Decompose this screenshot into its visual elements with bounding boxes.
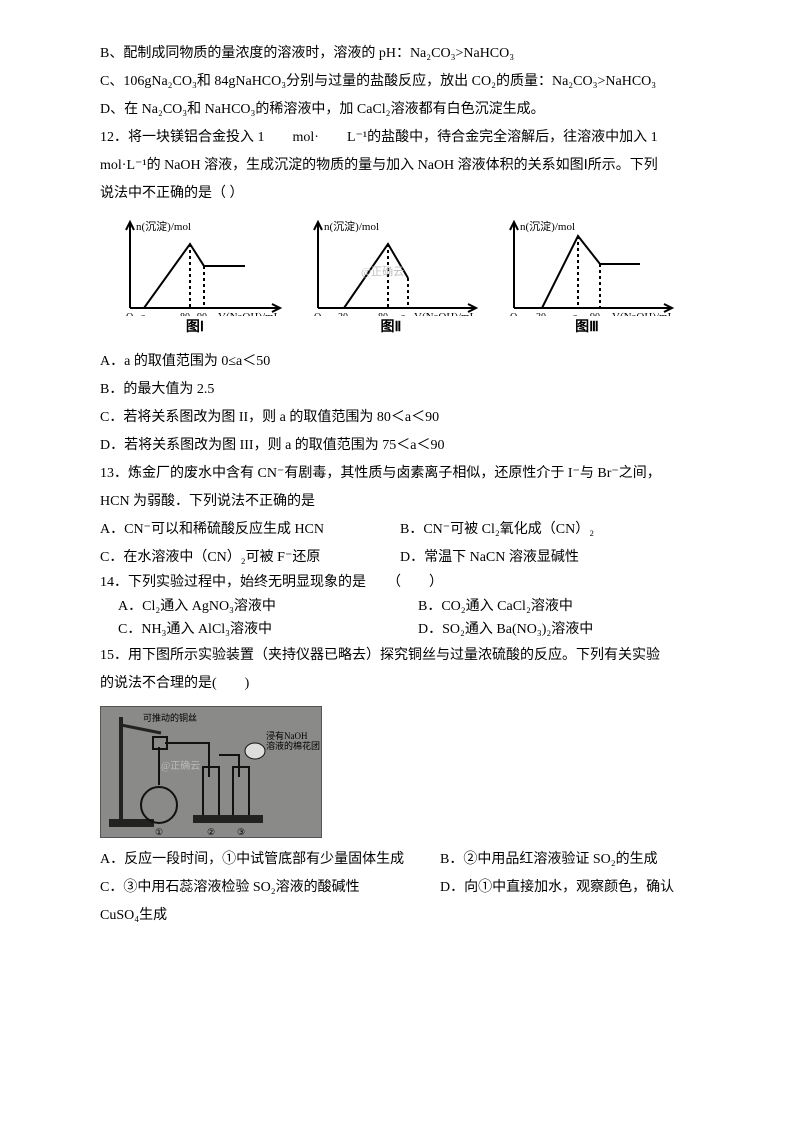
q15-options-cd: C．③中用石蕊溶液检验 SO₂溶液的酸碱性 D．向①中直接加水，观察颜色，确认 xyxy=(100,874,710,902)
chart1-ylabel: n(沉淀)/mol xyxy=(136,219,191,233)
svg-text:③: ③ xyxy=(237,827,245,837)
svg-text:①: ① xyxy=(155,827,163,837)
exam-page: B、配制成同物质的量浓度的溶液时，溶液的 pH：Na₂CO₃>NaHCO₃ C、… xyxy=(0,0,800,970)
chart3-origin: O xyxy=(510,312,517,316)
q12-stem-2: mol·L⁻¹的 NaOH 溶液，生成沉淀的物质的量与加入 NaOH 溶液体积的… xyxy=(100,152,710,180)
chart1-origin: O xyxy=(126,312,133,316)
q15-option-d: D．向①中直接加水，观察颜色，确认 xyxy=(440,874,674,902)
q12-option-b: B．的最大值为 2.5 xyxy=(100,376,710,404)
experiment-apparatus-image: 可推动的铜丝 浸有NaOH 溶液的棉花团 @正确云 ① ② ③ xyxy=(100,706,322,838)
chart2-xlabel: V(NaOH)/mL xyxy=(414,311,477,316)
q13-stem-2: HCN 为弱酸．下列说法不正确的是 xyxy=(100,488,710,516)
img-label-top: 可推动的铜丝 xyxy=(143,712,197,723)
q14-options-cd: C．NH₃通入 AlCl₃溶液中 D．SO₂通入 Ba(NO₃)₂溶液中 xyxy=(118,619,710,640)
chart1-caption: 图Ⅰ xyxy=(100,314,290,342)
q12-stem-1: 12．将一块镁铝合金投入 1 mol· L⁻¹的盐酸中，待合金完全溶解后，往溶液… xyxy=(100,124,710,152)
q14-option-d: D．SO₂通入 Ba(NO₃)₂溶液中 xyxy=(418,619,593,640)
q14-stem: 14．下列实验过程中，始终无明显现象的是 （ ） xyxy=(100,572,710,594)
q13-option-c: C．在水溶液中（CN）₂可被 F⁻还原 xyxy=(100,544,400,572)
chart-2: n(沉淀)/mol O 30 80 a V(NaOH)/mL @正确云 图Ⅱ xyxy=(296,216,486,342)
q13-option-b: B．CN⁻可被 Cl₂氧化成（CN）₂ xyxy=(400,516,594,544)
q15-option-c: C．③中用石蕊溶液检验 SO₂溶液的酸碱性 xyxy=(100,874,440,902)
chart1-xlabel: V(NaOH)/mL xyxy=(218,311,281,316)
q12-option-a: A．a 的取值范围为 0≤a＜50 xyxy=(100,348,710,376)
chart3-caption: 图Ⅲ xyxy=(492,314,682,342)
q13-options-ab: A．CN⁻可以和稀硫酸反应生成 HCN B．CN⁻可被 Cl₂氧化成（CN）₂ xyxy=(100,516,710,544)
chart2-tick-80: 80 xyxy=(378,312,388,316)
chart3-tick-90: 90 xyxy=(590,312,600,316)
chart3-ylabel: n(沉淀)/mol xyxy=(520,219,575,233)
q14-option-c: C．NH₃通入 AlCl₃溶液中 xyxy=(118,619,418,640)
q14-options-ab: A．Cl₂通入 AgNO₃溶液中 B．CO₂通入 CaCl₂溶液中 xyxy=(118,596,710,617)
chart1-tick-90: 90 xyxy=(197,312,207,316)
q15-options-ab: A．反应一段时间，①中试管底部有少量固体生成 B．②中用品红溶液验证 SO₂的生… xyxy=(100,846,710,874)
chart3-tick-a: a xyxy=(572,312,577,316)
watermark-icon: @正确云 xyxy=(361,261,404,283)
img-watermark: @正确云 xyxy=(161,759,200,772)
q11-option-c: C、106gNa₂CO₃和 84gNaHCO₃分别与过量的盐酸反应，放出 CO₂… xyxy=(100,68,710,96)
q15-option-a: A．反应一段时间，①中试管底部有少量固体生成 xyxy=(100,846,440,874)
q12-stem-3: 说法中不正确的是（ ） xyxy=(100,180,710,208)
q11-option-d: D、在 Na₂CO₃和 NaHCO₃的稀溶液中，加 CaCl₂溶液都有白色沉淀生… xyxy=(100,96,710,124)
q15-option-b: B．②中用品红溶液验证 SO₂的生成 xyxy=(440,846,658,874)
q14-option-a: A．Cl₂通入 AgNO₃溶液中 xyxy=(118,596,418,617)
chart-1: n(沉淀)/mol O a 80 90 V(NaOH)/mL 图Ⅰ xyxy=(100,216,290,342)
chart3-xlabel: V(NaOH)/mL xyxy=(612,311,675,316)
q14-option-b: B．CO₂通入 CaCl₂溶液中 xyxy=(418,596,573,617)
chart3-tick-30: 30 xyxy=(536,312,546,316)
q12-option-d: D．若将关系图改为图 III，则 a 的取值范围为 75＜a＜90 xyxy=(100,432,710,460)
q15-stem-2: 的说法不合理的是( ) xyxy=(100,670,710,698)
chart1-tick-80: 80 xyxy=(180,312,190,316)
q15-option-d-cont: CuSO₄生成 xyxy=(100,902,710,930)
svg-text:浸有NaOH: 浸有NaOH xyxy=(266,730,308,741)
chart2-origin: O xyxy=(314,312,321,316)
q13-option-d: D．常温下 NaCN 溶液显碱性 xyxy=(400,544,579,572)
q12-option-c: C．若将关系图改为图 II，则 a 的取值范围为 80＜a＜90 xyxy=(100,404,710,432)
chart-3: n(沉淀)/mol O 30 a 90 V(NaOH)/mL 图Ⅲ xyxy=(492,216,682,342)
chart1-tick-a: a xyxy=(140,312,145,316)
q11-option-b: B、配制成同物质的量浓度的溶液时，溶液的 pH：Na₂CO₃>NaHCO₃ xyxy=(100,40,710,68)
chart2-ylabel: n(沉淀)/mol xyxy=(324,219,379,233)
chart2-caption: 图Ⅱ xyxy=(296,314,486,342)
q13-options-cd: C．在水溶液中（CN）₂可被 F⁻还原 D．常温下 NaCN 溶液显碱性 xyxy=(100,544,710,572)
svg-text:②: ② xyxy=(207,827,215,837)
chart2-tick-30: 30 xyxy=(338,312,348,316)
q12-charts: n(沉淀)/mol O a 80 90 V(NaOH)/mL 图Ⅰ xyxy=(100,216,710,342)
q13-stem-1: 13．炼金厂的废水中含有 CN⁻有剧毒，其性质与卤素离子相似，还原性介于 I⁻与… xyxy=(100,460,710,488)
chart2-tick-a: a xyxy=(400,312,405,316)
q13-option-a: A．CN⁻可以和稀硫酸反应生成 HCN xyxy=(100,516,400,544)
svg-text:溶液的棉花团: 溶液的棉花团 xyxy=(266,740,320,751)
q15-stem-1: 15．用下图所示实验装置（夹持仪器已略去）探究铜丝与过量浓硫酸的反应。下列有关实… xyxy=(100,642,710,670)
